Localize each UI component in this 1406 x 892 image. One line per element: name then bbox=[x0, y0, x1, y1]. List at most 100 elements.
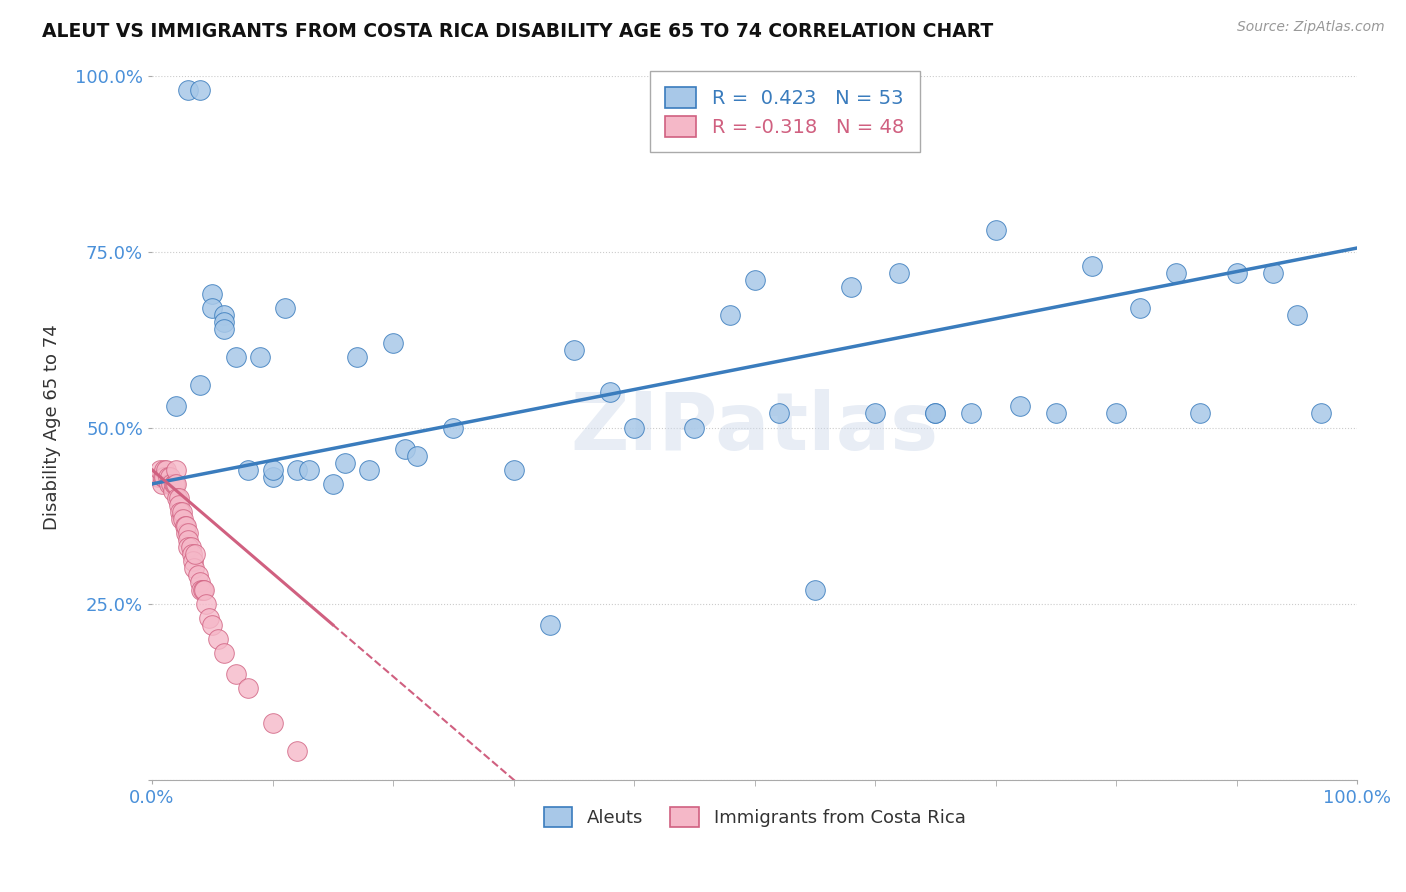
Point bbox=[346, 350, 368, 364]
Point bbox=[1008, 400, 1031, 414]
Point bbox=[162, 483, 184, 498]
Point bbox=[214, 322, 236, 336]
Point bbox=[1189, 407, 1212, 421]
Point bbox=[262, 470, 284, 484]
Point bbox=[197, 610, 219, 624]
Point bbox=[887, 266, 910, 280]
Point bbox=[172, 505, 194, 519]
Point bbox=[184, 547, 207, 561]
Point bbox=[214, 315, 236, 329]
Point bbox=[562, 343, 585, 358]
Point bbox=[177, 526, 200, 541]
Point bbox=[333, 456, 356, 470]
Point bbox=[173, 519, 195, 533]
Point bbox=[156, 470, 179, 484]
Point bbox=[159, 470, 181, 484]
Point bbox=[150, 476, 173, 491]
Point bbox=[803, 582, 825, 597]
Point bbox=[225, 350, 247, 364]
Point bbox=[190, 582, 212, 597]
Point bbox=[502, 463, 524, 477]
Text: ZIPatlas: ZIPatlas bbox=[571, 389, 939, 467]
Point bbox=[188, 575, 211, 590]
Point bbox=[193, 582, 215, 597]
Point bbox=[285, 463, 308, 477]
Point bbox=[984, 223, 1007, 237]
Point bbox=[167, 491, 190, 505]
Point bbox=[744, 273, 766, 287]
Point bbox=[163, 476, 186, 491]
Point bbox=[273, 301, 295, 315]
Point bbox=[188, 378, 211, 392]
Point bbox=[165, 400, 187, 414]
Point bbox=[538, 617, 561, 632]
Point bbox=[863, 407, 886, 421]
Point bbox=[623, 420, 645, 434]
Point bbox=[214, 646, 236, 660]
Point bbox=[1285, 308, 1308, 322]
Point bbox=[1261, 266, 1284, 280]
Point bbox=[167, 498, 190, 512]
Point bbox=[195, 597, 218, 611]
Point bbox=[599, 385, 621, 400]
Point bbox=[191, 582, 214, 597]
Y-axis label: Disability Age 65 to 74: Disability Age 65 to 74 bbox=[44, 325, 60, 531]
Point bbox=[1309, 407, 1331, 421]
Point bbox=[249, 350, 271, 364]
Point bbox=[152, 470, 174, 484]
Point bbox=[207, 632, 229, 646]
Point bbox=[262, 716, 284, 731]
Point bbox=[1045, 407, 1067, 421]
Point bbox=[357, 463, 380, 477]
Point bbox=[155, 463, 177, 477]
Point bbox=[406, 449, 429, 463]
Point bbox=[238, 463, 260, 477]
Point bbox=[214, 308, 236, 322]
Point bbox=[170, 512, 193, 526]
Point bbox=[165, 476, 187, 491]
Point bbox=[166, 491, 188, 505]
Point bbox=[441, 420, 464, 434]
Point bbox=[177, 82, 200, 96]
Point bbox=[394, 442, 416, 456]
Point bbox=[183, 561, 205, 575]
Legend: Aleuts, Immigrants from Costa Rica: Aleuts, Immigrants from Costa Rica bbox=[536, 799, 973, 834]
Point bbox=[174, 519, 197, 533]
Point bbox=[165, 463, 187, 477]
Point bbox=[839, 279, 862, 293]
Point bbox=[924, 407, 946, 421]
Point bbox=[924, 407, 946, 421]
Point bbox=[160, 476, 183, 491]
Text: Source: ZipAtlas.com: Source: ZipAtlas.com bbox=[1237, 20, 1385, 34]
Point bbox=[1081, 259, 1104, 273]
Point bbox=[1225, 266, 1247, 280]
Point bbox=[174, 526, 197, 541]
Point bbox=[180, 541, 202, 555]
Point bbox=[169, 505, 191, 519]
Point bbox=[187, 568, 209, 582]
Point bbox=[960, 407, 983, 421]
Point bbox=[1105, 407, 1128, 421]
Point bbox=[262, 463, 284, 477]
Point bbox=[225, 667, 247, 681]
Point bbox=[177, 533, 200, 548]
Point bbox=[172, 512, 194, 526]
Point bbox=[201, 617, 224, 632]
Point bbox=[1166, 266, 1188, 280]
Point bbox=[188, 82, 211, 96]
Point bbox=[180, 547, 202, 561]
Point bbox=[768, 407, 790, 421]
Text: ALEUT VS IMMIGRANTS FROM COSTA RICA DISABILITY AGE 65 TO 74 CORRELATION CHART: ALEUT VS IMMIGRANTS FROM COSTA RICA DISA… bbox=[42, 22, 994, 41]
Point bbox=[201, 286, 224, 301]
Point bbox=[683, 420, 706, 434]
Point bbox=[153, 470, 176, 484]
Point bbox=[1129, 301, 1152, 315]
Point bbox=[149, 463, 172, 477]
Point bbox=[720, 308, 742, 322]
Point bbox=[181, 554, 204, 568]
Point bbox=[298, 463, 321, 477]
Point bbox=[322, 476, 344, 491]
Point bbox=[285, 744, 308, 758]
Point bbox=[146, 470, 169, 484]
Point bbox=[238, 681, 260, 695]
